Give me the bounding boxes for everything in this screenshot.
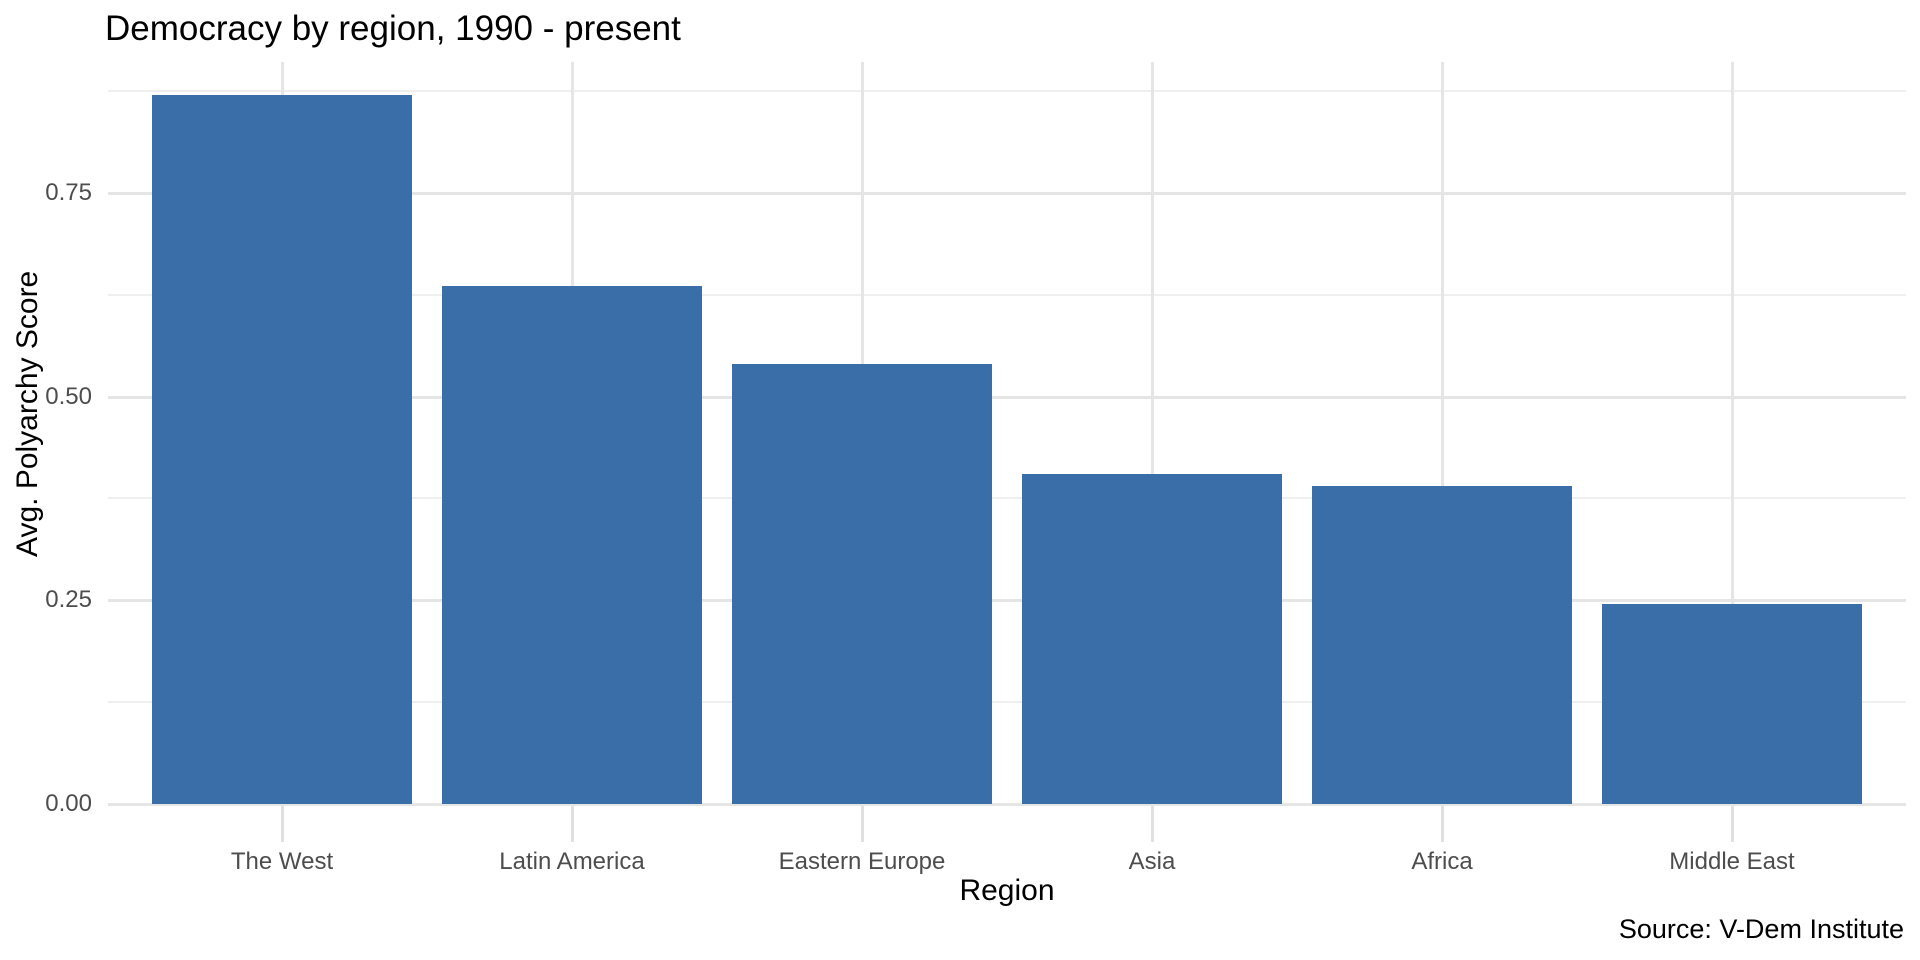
gridline-h-major-0.75 bbox=[108, 191, 1906, 195]
gridline-h-minor-0.625 bbox=[108, 293, 1906, 296]
xtick-mark-africa bbox=[1441, 804, 1444, 842]
xtick-mark-middle-east bbox=[1731, 804, 1734, 842]
xtick-label-africa: Africa bbox=[1411, 848, 1473, 875]
ytick-label-0.50: 0.50 bbox=[45, 382, 92, 410]
bar-eastern-europe bbox=[732, 363, 992, 804]
gridline-v-asia bbox=[1151, 62, 1154, 804]
xtick-mark-eastern-europe bbox=[861, 804, 864, 842]
gridline-h-major-0 bbox=[108, 803, 1906, 806]
plot-panel bbox=[108, 62, 1906, 806]
gridline-v-africa bbox=[1441, 62, 1444, 804]
gridline-h-minor-0.875 bbox=[108, 89, 1906, 92]
source-caption: Source: V-Dem Institute bbox=[1618, 914, 1904, 944]
x-axis-title: Region bbox=[959, 874, 1055, 907]
xtick-label-middle-east: Middle East bbox=[1669, 848, 1795, 875]
bar-latin-america bbox=[442, 286, 702, 804]
bar-asia bbox=[1022, 473, 1282, 804]
bar-middle-east bbox=[1602, 604, 1862, 804]
ytick-label-0.75: 0.75 bbox=[45, 178, 92, 206]
xtick-label-eastern-europe: Eastern Europe bbox=[778, 848, 946, 875]
gridline-h-minor-0.375 bbox=[108, 497, 1906, 500]
xtick-label-asia: Asia bbox=[1128, 848, 1176, 875]
xtick-label-latin-america: Latin America bbox=[499, 848, 645, 875]
gridline-h-major-0.5 bbox=[108, 395, 1906, 399]
ytick-label-0.25: 0.25 bbox=[45, 586, 92, 614]
xtick-mark-latin-america bbox=[571, 804, 574, 842]
xtick-label-the-west: The West bbox=[230, 848, 334, 875]
bar-the-west bbox=[152, 94, 412, 804]
ytick-label-0.00: 0.00 bbox=[45, 790, 92, 817]
xtick-mark-the-west bbox=[281, 804, 284, 842]
gridline-h-minor-0.125 bbox=[108, 701, 1906, 704]
xtick-mark-asia bbox=[1151, 804, 1154, 842]
y-axis-title: Avg. Polyarchy Score bbox=[11, 270, 44, 557]
gridline-v-middle-east bbox=[1731, 62, 1734, 804]
chart-title: Democracy by region, 1990 - present bbox=[105, 9, 681, 48]
bar-africa bbox=[1312, 486, 1572, 804]
gridline-h-major-0.25 bbox=[108, 599, 1906, 603]
